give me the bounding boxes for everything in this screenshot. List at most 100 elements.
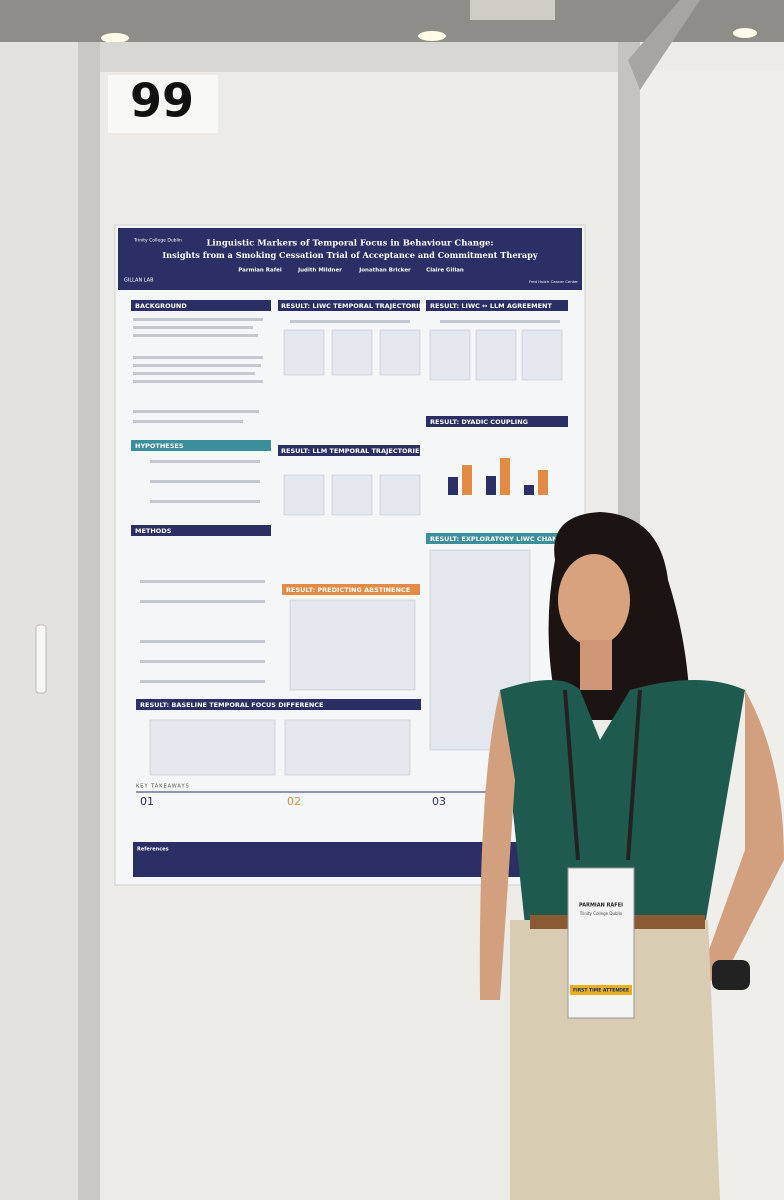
text-line bbox=[140, 680, 265, 683]
section-header bbox=[426, 533, 568, 544]
top bbox=[500, 680, 745, 925]
bar bbox=[486, 476, 496, 495]
figure-panel bbox=[283, 474, 325, 516]
takeaway-number: 01 bbox=[140, 795, 154, 808]
text-line bbox=[133, 380, 263, 383]
section-header bbox=[131, 525, 271, 536]
bar bbox=[524, 485, 534, 495]
logo-text: Fred Hutch Cancer Center bbox=[529, 279, 579, 284]
text-line bbox=[150, 460, 260, 463]
section-header bbox=[426, 416, 568, 427]
text-line bbox=[133, 334, 258, 337]
references-title: References bbox=[137, 847, 169, 853]
takeaways-title: KEY TAKEAWAYS bbox=[136, 784, 190, 790]
figure-panel bbox=[379, 329, 421, 376]
section-title: HYPOTHESES bbox=[135, 442, 184, 450]
logo-text: Trinity College Dublin bbox=[133, 238, 182, 244]
section-header bbox=[282, 584, 420, 595]
figure-panel bbox=[331, 329, 373, 376]
badge bbox=[567, 867, 635, 1019]
section-header bbox=[136, 699, 421, 710]
ceiling-light bbox=[733, 28, 757, 38]
poster-header bbox=[118, 228, 582, 290]
arm bbox=[479, 690, 515, 1000]
section-title: RESULT: DYADIC COUPLING bbox=[430, 418, 528, 426]
text-line bbox=[150, 500, 260, 503]
section-title: BACKGROUND bbox=[135, 302, 187, 310]
section-header bbox=[278, 300, 420, 311]
takeaway-number: 03 bbox=[432, 795, 446, 808]
bar bbox=[462, 465, 472, 495]
author: Jonathan Bricker bbox=[358, 268, 411, 274]
face bbox=[558, 554, 630, 646]
badge-name: PARMIAN RAFEI bbox=[579, 903, 623, 909]
text-lines bbox=[133, 318, 560, 683]
panel-frame bbox=[100, 42, 630, 72]
author: Judith Mildner bbox=[297, 268, 342, 274]
author: Parmian Rafei bbox=[238, 268, 282, 274]
bar bbox=[538, 470, 548, 495]
text-line bbox=[133, 420, 243, 423]
section-header bbox=[278, 445, 420, 456]
text-line bbox=[133, 364, 261, 367]
section-title: RESULT: LLM TEMPORAL TRAJECTORIES bbox=[281, 447, 424, 455]
clip bbox=[35, 624, 47, 694]
figure-panel bbox=[331, 474, 373, 516]
figures bbox=[149, 329, 563, 776]
watch bbox=[712, 960, 750, 990]
figure-panel bbox=[475, 329, 517, 381]
text-line bbox=[140, 640, 265, 643]
pants bbox=[510, 920, 720, 1200]
bar bbox=[500, 458, 510, 495]
badge-ribbon bbox=[570, 985, 632, 995]
figure-panel bbox=[429, 329, 471, 381]
section-title: RESULT: EXPLORATORY LIWC CHANGE bbox=[430, 535, 567, 543]
number-card bbox=[108, 75, 218, 133]
figure-panel bbox=[149, 719, 276, 776]
arm bbox=[700, 690, 784, 985]
person: PARMIAN RAFEI Trinity College Dublin FIR… bbox=[479, 512, 784, 1200]
section-title: RESULT: BASELINE TEMPORAL FOCUS DIFFEREN… bbox=[140, 701, 323, 709]
panel-frame bbox=[78, 42, 100, 1200]
figure-panel bbox=[283, 329, 325, 376]
frame-top bbox=[628, 0, 700, 90]
text-line bbox=[150, 480, 260, 483]
author: Claire Gillan bbox=[426, 268, 464, 274]
figure-panel bbox=[284, 719, 411, 776]
text-line bbox=[133, 318, 263, 321]
section-title: RESULT: PREDICTING ABSTINENCE bbox=[286, 586, 410, 594]
logo-text: GILLAN LAB bbox=[124, 278, 154, 284]
text-line bbox=[133, 326, 253, 329]
ceiling-light bbox=[418, 31, 446, 41]
text-line bbox=[133, 356, 263, 359]
text-line bbox=[140, 600, 265, 603]
badge-ribbon-text: FIRST TIME ATTENDEE bbox=[573, 988, 629, 994]
bar bbox=[448, 477, 458, 495]
booth-number: 99 bbox=[130, 74, 194, 128]
section-header bbox=[131, 300, 271, 311]
takeaway-number: 02 bbox=[287, 795, 301, 808]
badge-affiliation: Trinity College Dublin bbox=[579, 911, 623, 916]
vent bbox=[470, 0, 555, 20]
section-title: RESULT: LIWC ↔ LLM AGREEMENT bbox=[430, 302, 552, 310]
section-header bbox=[426, 300, 568, 311]
ceiling-light bbox=[101, 33, 129, 43]
section-title: METHODS bbox=[135, 527, 172, 535]
references-bar bbox=[133, 842, 578, 877]
text-line bbox=[290, 320, 410, 323]
lanyard bbox=[563, 689, 642, 861]
figure-panel bbox=[289, 599, 416, 691]
text-line bbox=[133, 410, 259, 413]
poster-title: Linguistic Markers of Temporal Focus in … bbox=[206, 239, 493, 249]
text-line bbox=[133, 372, 255, 375]
text-line bbox=[440, 320, 560, 323]
bar-figure bbox=[448, 458, 548, 495]
text-line bbox=[140, 580, 265, 583]
section-header bbox=[131, 440, 271, 451]
poster-title: Insights from a Smoking Cessation Trial … bbox=[162, 250, 538, 260]
left-panel bbox=[0, 42, 78, 1200]
figure-panel bbox=[379, 474, 421, 516]
neck bbox=[580, 640, 612, 690]
